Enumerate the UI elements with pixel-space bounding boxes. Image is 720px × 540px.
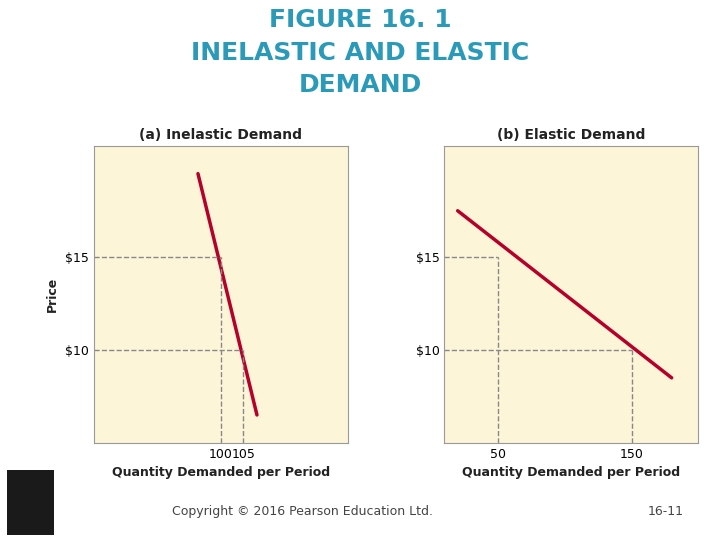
Text: DEMAND: DEMAND xyxy=(298,73,422,97)
X-axis label: Quantity Demanded per Period: Quantity Demanded per Period xyxy=(112,466,330,479)
Text: Copyright © 2016 Pearson Education Ltd.: Copyright © 2016 Pearson Education Ltd. xyxy=(172,505,433,518)
Text: FIGURE 16. 1: FIGURE 16. 1 xyxy=(269,8,451,32)
Title: (b) Elastic Demand: (b) Elastic Demand xyxy=(497,128,646,142)
Text: INELASTIC AND ELASTIC: INELASTIC AND ELASTIC xyxy=(191,40,529,64)
Y-axis label: Price: Price xyxy=(46,276,59,312)
X-axis label: Quantity Demanded per Period: Quantity Demanded per Period xyxy=(462,466,680,479)
Title: (a) Inelastic Demand: (a) Inelastic Demand xyxy=(139,128,302,142)
Text: 16-11: 16-11 xyxy=(648,505,684,518)
